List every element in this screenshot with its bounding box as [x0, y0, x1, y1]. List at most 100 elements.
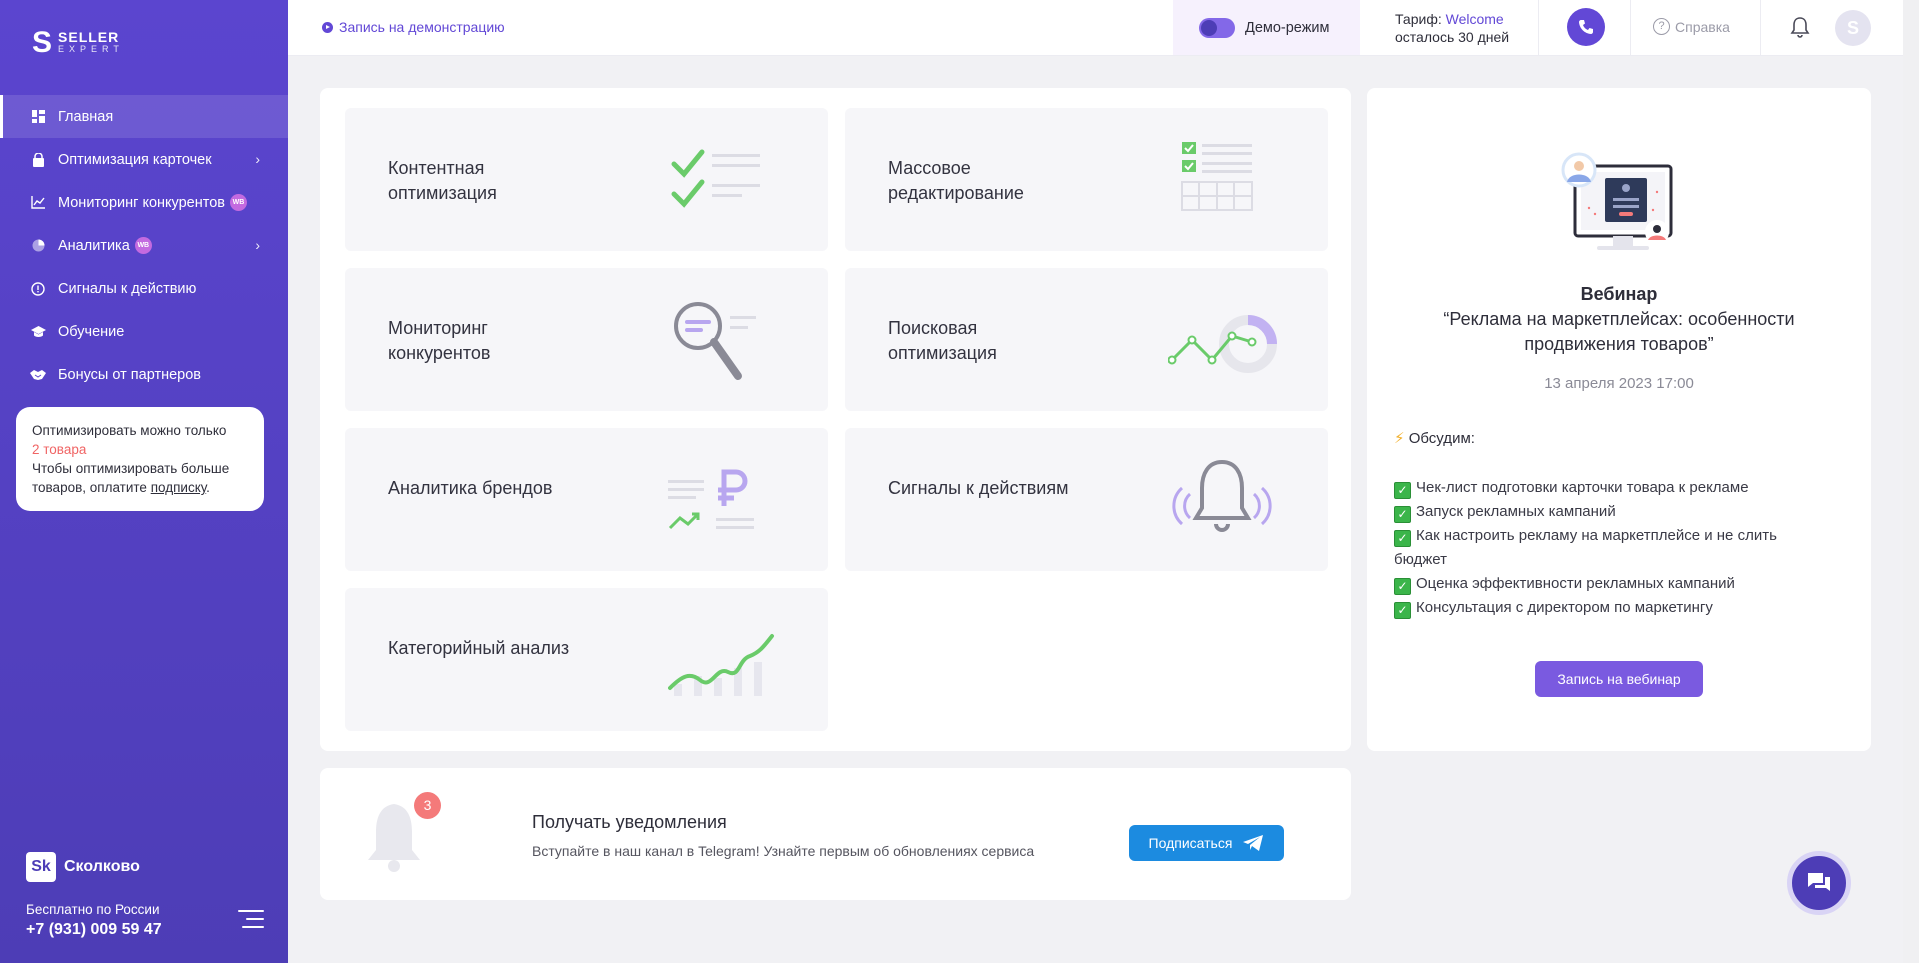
- notifications-bell-icon[interactable]: [1790, 16, 1814, 40]
- tile-title: Массовое редактирование: [888, 158, 1024, 203]
- tile-title: Сигналы к действиям: [888, 478, 1069, 498]
- sidebar-item-analytics[interactable]: Аналитика WB ›: [0, 224, 288, 267]
- chat-button[interactable]: [1787, 851, 1851, 915]
- telegram-notifications-card: 3 Получать уведомления Вступайте в наш к…: [320, 768, 1351, 900]
- sidebar-item-label: Мониторинг конкурентов: [58, 194, 225, 211]
- tile-category-analysis[interactable]: Категорийный анализ: [345, 588, 828, 731]
- sidebar-item-label: Обучение: [58, 323, 125, 340]
- skolkovo-logo: Sk Сколково: [26, 852, 140, 882]
- discuss-heading: ⚡ Обсудим:: [1394, 429, 1475, 447]
- help-label: Справка: [1675, 18, 1730, 35]
- demo-request-link[interactable]: Запись на демонстрацию: [322, 19, 505, 35]
- phone-label: Бесплатно по России: [26, 902, 160, 917]
- divider: [1630, 0, 1631, 55]
- checkbox-icon: ✓: [1394, 482, 1411, 499]
- webinar-title-line2: продвижения товаров”: [1524, 334, 1714, 354]
- tile-brand-analytics[interactable]: Аналитика брендов: [345, 428, 828, 571]
- tile-competitor-monitoring[interactable]: Мониторинг конкурентов: [345, 268, 828, 411]
- tile-content-optimization[interactable]: Контентная оптимизация: [345, 108, 828, 251]
- sidebar-item-card-optimization[interactable]: Оптимизация карточек ›: [0, 138, 288, 181]
- sidebar-item-label: Главная: [58, 108, 114, 125]
- help-link[interactable]: ? Справка: [1653, 18, 1730, 35]
- lightning-icon: ⚡: [1394, 430, 1405, 447]
- list-item: ✓ Чек-лист подготовки карточки товара к р…: [1394, 476, 1834, 500]
- checkbox-icon: ✓: [1394, 530, 1411, 547]
- sidebar-item-partner-bonuses[interactable]: Бонусы от партнеров: [0, 353, 288, 396]
- tile-title: Аналитика брендов: [388, 478, 553, 498]
- toggle-switch[interactable]: [1199, 17, 1235, 38]
- search-chart-icon: [1168, 315, 1277, 373]
- promo-end: .: [206, 480, 210, 495]
- demo-mode-toggle[interactable]: Демо-режим: [1173, 0, 1360, 55]
- subscribe-button[interactable]: Подписаться: [1129, 825, 1284, 861]
- tile-title: Контентная оптимизация: [388, 158, 497, 203]
- sidebar-item-home[interactable]: Главная: [0, 95, 288, 138]
- webinar-title-line1: “Реклама на маркетплейсах: особенности: [1443, 309, 1795, 329]
- tile-title: Категорийный анализ: [388, 638, 570, 658]
- sidebar-item-label: Бонусы от партнеров: [58, 366, 201, 383]
- list-item: ✓ Запуск рекламных кампаний: [1394, 500, 1834, 524]
- line-chart-icon: [30, 195, 46, 211]
- checkbox-icon: ✓: [1394, 506, 1411, 523]
- phone-number[interactable]: +7 (931) 009 59 47: [26, 921, 162, 938]
- logo-line1: SELLER: [58, 29, 120, 45]
- tile-title: Мониторинг конкурентов: [388, 318, 491, 363]
- tariff-remaining: осталось 30 дней: [1395, 29, 1510, 45]
- demo-request-label: Запись на демонстрацию: [339, 19, 505, 35]
- demo-mode-label: Демо-режим: [1245, 19, 1330, 36]
- notify-subtitle: Вступайте в наш канал в Telegram! Узнайт…: [532, 843, 1035, 859]
- sidebar-item-competitor-monitoring[interactable]: Мониторинг конкурентов WB: [0, 181, 288, 224]
- top-bar: Запись на демонстрацию Демо-режим Тариф:…: [288, 0, 1903, 56]
- magnifier-icon: [674, 302, 756, 380]
- logo-line2: EXPERT: [58, 44, 124, 54]
- tile-title: Поисковая оптимизация: [888, 318, 997, 363]
- logo-mark: S: [32, 26, 53, 59]
- tariff-info[interactable]: Тариф: Welcome осталось 30 дней: [1395, 10, 1509, 46]
- notify-title: Получать уведомления: [532, 812, 727, 832]
- tile-action-signals[interactable]: Сигналы к действиям: [845, 428, 1328, 571]
- table-edit-icon: [1181, 142, 1253, 211]
- call-button[interactable]: [1567, 8, 1605, 46]
- subscribe-label: Подписаться: [1148, 835, 1233, 851]
- webinar-illustration: [1561, 152, 1673, 250]
- logo[interactable]: S SELLER EXPERT: [32, 28, 124, 58]
- growth-chart-icon: [668, 634, 774, 696]
- list-item: ✓ Оценка эффективности рекламных кампаний: [1394, 572, 1834, 596]
- pie-chart-icon: [30, 238, 46, 254]
- sidebar-item-learning[interactable]: Обучение: [0, 310, 288, 353]
- bell-icon: [368, 804, 420, 872]
- alert-circle-icon: [30, 281, 46, 297]
- notification-count-badge: 3: [414, 792, 441, 819]
- scrollbar[interactable]: [1903, 0, 1919, 963]
- webinar-agenda: ✓ Чек-лист подготовки карточки товара к р…: [1394, 476, 1834, 620]
- skolkovo-name: Сколково: [64, 858, 140, 875]
- sidebar: S SELLER EXPERT Главная Оптимизация карт…: [0, 0, 288, 963]
- chat-icon: [1808, 873, 1830, 891]
- bell-icon: [1172, 459, 1272, 532]
- user-avatar[interactable]: S: [1835, 10, 1871, 46]
- wb-badge: WB: [230, 194, 247, 211]
- sidebar-item-label: Оптимизация карточек: [58, 151, 212, 168]
- menu-icon[interactable]: [238, 910, 264, 930]
- sidebar-item-signals[interactable]: Сигналы к действию: [0, 267, 288, 310]
- list-item: ✓ Как настроить рекламу на маркетплейсе и…: [1394, 527, 1777, 568]
- webinar-card: Вебинар “Реклама на маркетплейсах: особе…: [1367, 88, 1871, 751]
- sidebar-item-label: Сигналы к действию: [58, 280, 197, 297]
- discuss-label: Обсудим:: [1408, 430, 1475, 447]
- sidebar-nav: Главная Оптимизация карточек › Мониторин…: [0, 95, 288, 396]
- webinar-signup-button[interactable]: Запись на вебинар: [1535, 661, 1703, 697]
- ruble-chart-icon: [668, 469, 754, 530]
- tile-mass-editing[interactable]: Массовое редактирование: [845, 108, 1328, 251]
- promo-line1: Оптимизировать можно только: [32, 423, 227, 438]
- subscription-link[interactable]: подписку: [150, 480, 207, 495]
- tariff-prefix: Тариф:: [1395, 11, 1442, 27]
- tariff-name: Welcome: [1445, 11, 1504, 27]
- graduation-cap-icon: [30, 324, 46, 340]
- divider: [1760, 0, 1761, 55]
- subscription-promo: Оптимизировать можно только 2 товара Что…: [16, 407, 264, 511]
- sidebar-item-label: Аналитика: [58, 237, 130, 254]
- skolkovo-badge: Sk: [26, 852, 56, 882]
- dashboard-icon: [30, 109, 46, 125]
- tile-search-optimization[interactable]: Поисковая оптимизация: [845, 268, 1328, 411]
- webinar-date: 13 апреля 2023 17:00: [1544, 375, 1694, 392]
